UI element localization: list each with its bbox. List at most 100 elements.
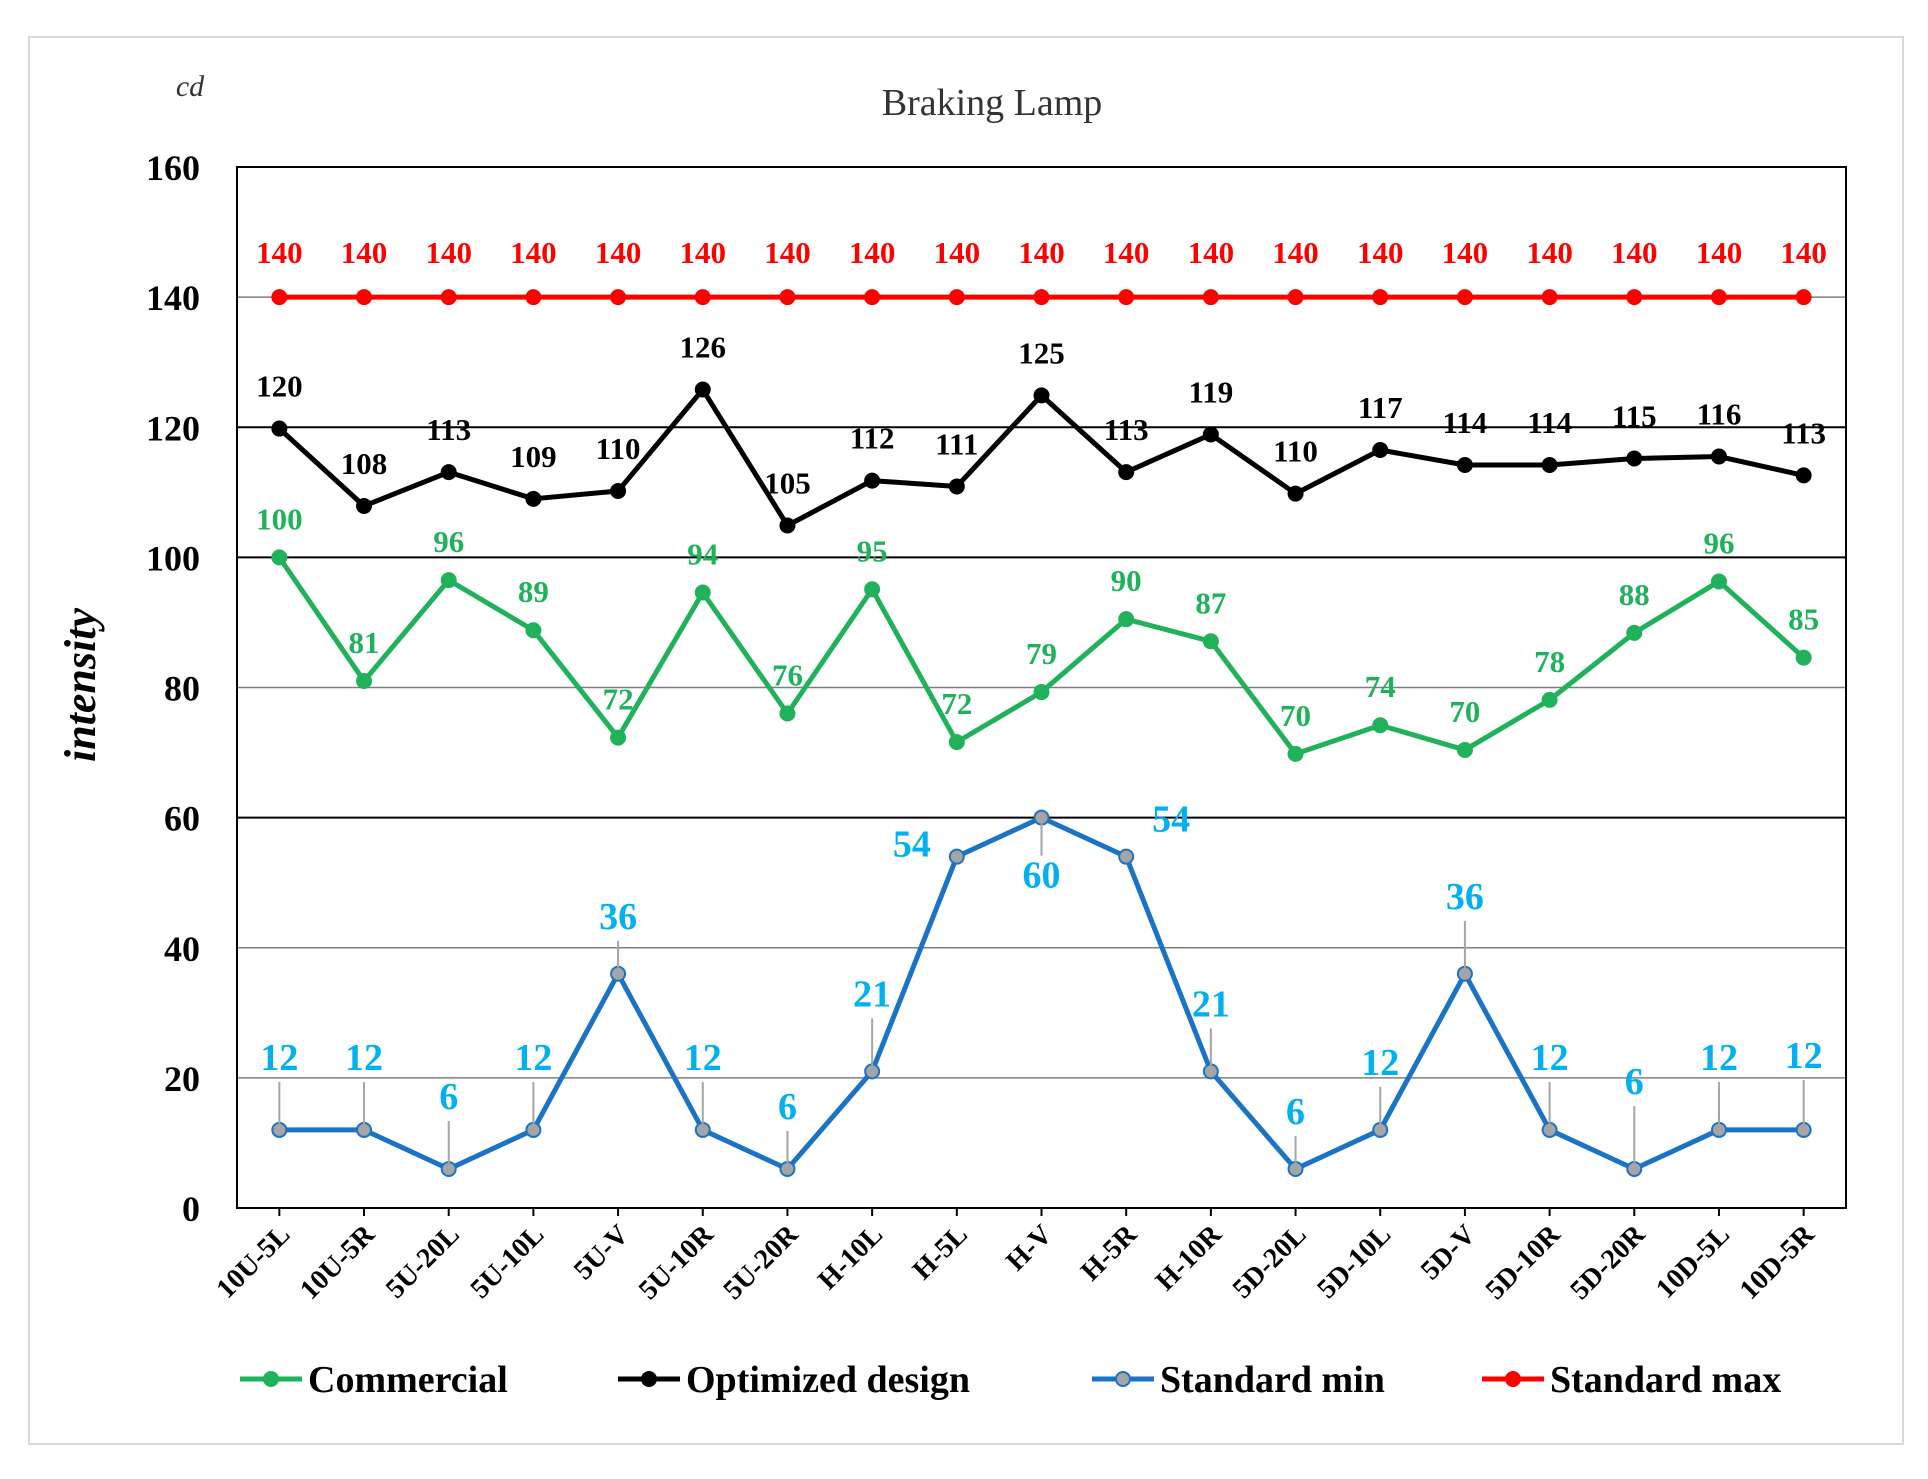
y-tick-label: 140: [146, 278, 200, 318]
point-commercial: [948, 734, 965, 751]
point-standard-min: [610, 965, 627, 982]
x-tick-label: H-5R: [1075, 1218, 1144, 1287]
point-commercial: [694, 584, 711, 601]
data-label-standard-min: 6: [439, 1076, 458, 1118]
y-tick-label: 60: [164, 799, 200, 839]
data-label-standard-max: 140: [256, 235, 303, 270]
data-label-standard-min: 6: [1625, 1061, 1644, 1103]
point-optimized-design: [1287, 485, 1304, 502]
x-tick-label: 5D-10L: [1311, 1219, 1397, 1305]
point-standard-max: [779, 289, 796, 306]
data-label-standard-min: 12: [345, 1037, 383, 1079]
point-optimized-design: [610, 483, 627, 500]
point-standard-max: [1118, 289, 1135, 306]
data-label-optimized-design: 113: [1104, 412, 1149, 447]
data-label-commercial: 90: [1111, 563, 1142, 598]
data-label-commercial: 70: [1449, 694, 1480, 729]
point-commercial: [1626, 624, 1643, 641]
point-optimized-design: [440, 464, 457, 481]
data-label-standard-min: 12: [1700, 1037, 1738, 1079]
point-commercial: [864, 581, 881, 598]
point-standard-min: [1287, 1160, 1304, 1177]
series-layer: [271, 289, 1812, 1177]
data-label-commercial: 95: [857, 533, 888, 568]
point-commercial: [525, 622, 542, 639]
data-label-standard-min: 12: [1361, 1042, 1399, 1084]
data-label-standard-max: 140: [1611, 235, 1658, 270]
point-standard-min: [271, 1121, 288, 1138]
data-label-optimized-design: 111: [935, 426, 978, 461]
point-standard-min: [779, 1160, 796, 1177]
data-label-standard-max: 140: [1442, 235, 1489, 270]
data-label-standard-max: 140: [425, 235, 472, 270]
point-standard-max: [1795, 289, 1812, 306]
point-standard-max: [1287, 289, 1304, 306]
data-label-standard-max: 140: [510, 235, 557, 270]
point-standard-min: [694, 1121, 711, 1138]
point-optimized-design: [694, 381, 711, 398]
point-commercial: [1287, 745, 1304, 762]
data-label-optimized-design: 120: [256, 369, 303, 404]
point-standard-max: [1372, 289, 1389, 306]
data-label-commercial: 74: [1365, 669, 1396, 704]
x-tick-label: 10U-5R: [294, 1218, 381, 1305]
data-label-commercial: 81: [349, 625, 380, 660]
y-tick-label: 40: [164, 929, 200, 969]
x-tick-label: 5U-10L: [465, 1219, 551, 1305]
data-label-optimized-design: 110: [596, 431, 641, 466]
x-tick-label: 5U-20R: [718, 1218, 805, 1305]
x-tick-label: 5D-20R: [1564, 1218, 1651, 1305]
data-label-commercial: 96: [1703, 525, 1734, 560]
point-commercial: [1202, 633, 1219, 650]
point-commercial: [779, 705, 796, 722]
point-standard-max: [356, 289, 373, 306]
point-commercial: [1372, 717, 1389, 734]
point-standard-min: [440, 1160, 457, 1177]
point-standard-min: [1541, 1121, 1558, 1138]
point-optimized-design: [1118, 464, 1135, 481]
data-label-standard-max: 140: [1357, 235, 1404, 270]
data-label-optimized-design: 110: [1273, 434, 1318, 469]
x-tick-label: H-V: [1000, 1219, 1058, 1277]
legend-marker-commercial: [263, 1371, 279, 1387]
data-label-commercial: 89: [518, 574, 549, 609]
data-label-commercial: 78: [1534, 644, 1565, 679]
data-label-optimized-design: 113: [1781, 415, 1826, 450]
chart-frame: [28, 36, 1904, 1445]
data-label-standard-max: 140: [1018, 235, 1065, 270]
data-label-standard-max: 140: [1526, 235, 1573, 270]
series-line-optimized-design: [277, 387, 1805, 528]
point-standard-min: [1118, 848, 1135, 865]
data-label-standard-min: 21: [1192, 983, 1230, 1025]
point-optimized-design: [1033, 387, 1050, 404]
data-label-standard-min: 6: [1286, 1091, 1305, 1133]
unit-label: cd: [176, 70, 205, 103]
x-tick-label: 5U-V: [568, 1219, 635, 1286]
point-standard-max: [694, 289, 711, 306]
point-commercial: [271, 549, 288, 566]
data-label-optimized-design: 115: [1612, 398, 1657, 433]
point-standard-max: [610, 289, 627, 306]
data-label-commercial: 94: [687, 537, 718, 572]
point-standard-min: [1033, 809, 1050, 826]
y-tick-label: 100: [146, 538, 200, 578]
legend-label-optimized-design: Optimized design: [686, 1359, 970, 1401]
data-label-standard-min: 12: [260, 1037, 298, 1079]
point-optimized-design: [1626, 450, 1643, 467]
data-label-standard-min: 12: [1531, 1037, 1569, 1079]
y-axis-ticks: 0 20 40 60 80 100 120 140 160: [146, 148, 200, 1229]
data-label-standard-max: 140: [1103, 235, 1150, 270]
legend-marker-standard-max: [1505, 1371, 1521, 1387]
data-label-standard-max: 140: [341, 235, 388, 270]
data-label-commercial: 85: [1788, 602, 1819, 637]
chart-title: Braking Lamp: [882, 82, 1103, 124]
point-commercial: [1456, 741, 1473, 758]
data-label-standard-min: 12: [684, 1037, 722, 1079]
point-standard-min: [864, 1063, 881, 1080]
data-label-standard-max: 140: [680, 235, 727, 270]
point-optimized-design: [1710, 448, 1727, 465]
point-standard-min: [1710, 1121, 1727, 1138]
data-label-standard-min: 54: [1152, 799, 1190, 841]
data-label-standard-min: 12: [514, 1037, 552, 1079]
